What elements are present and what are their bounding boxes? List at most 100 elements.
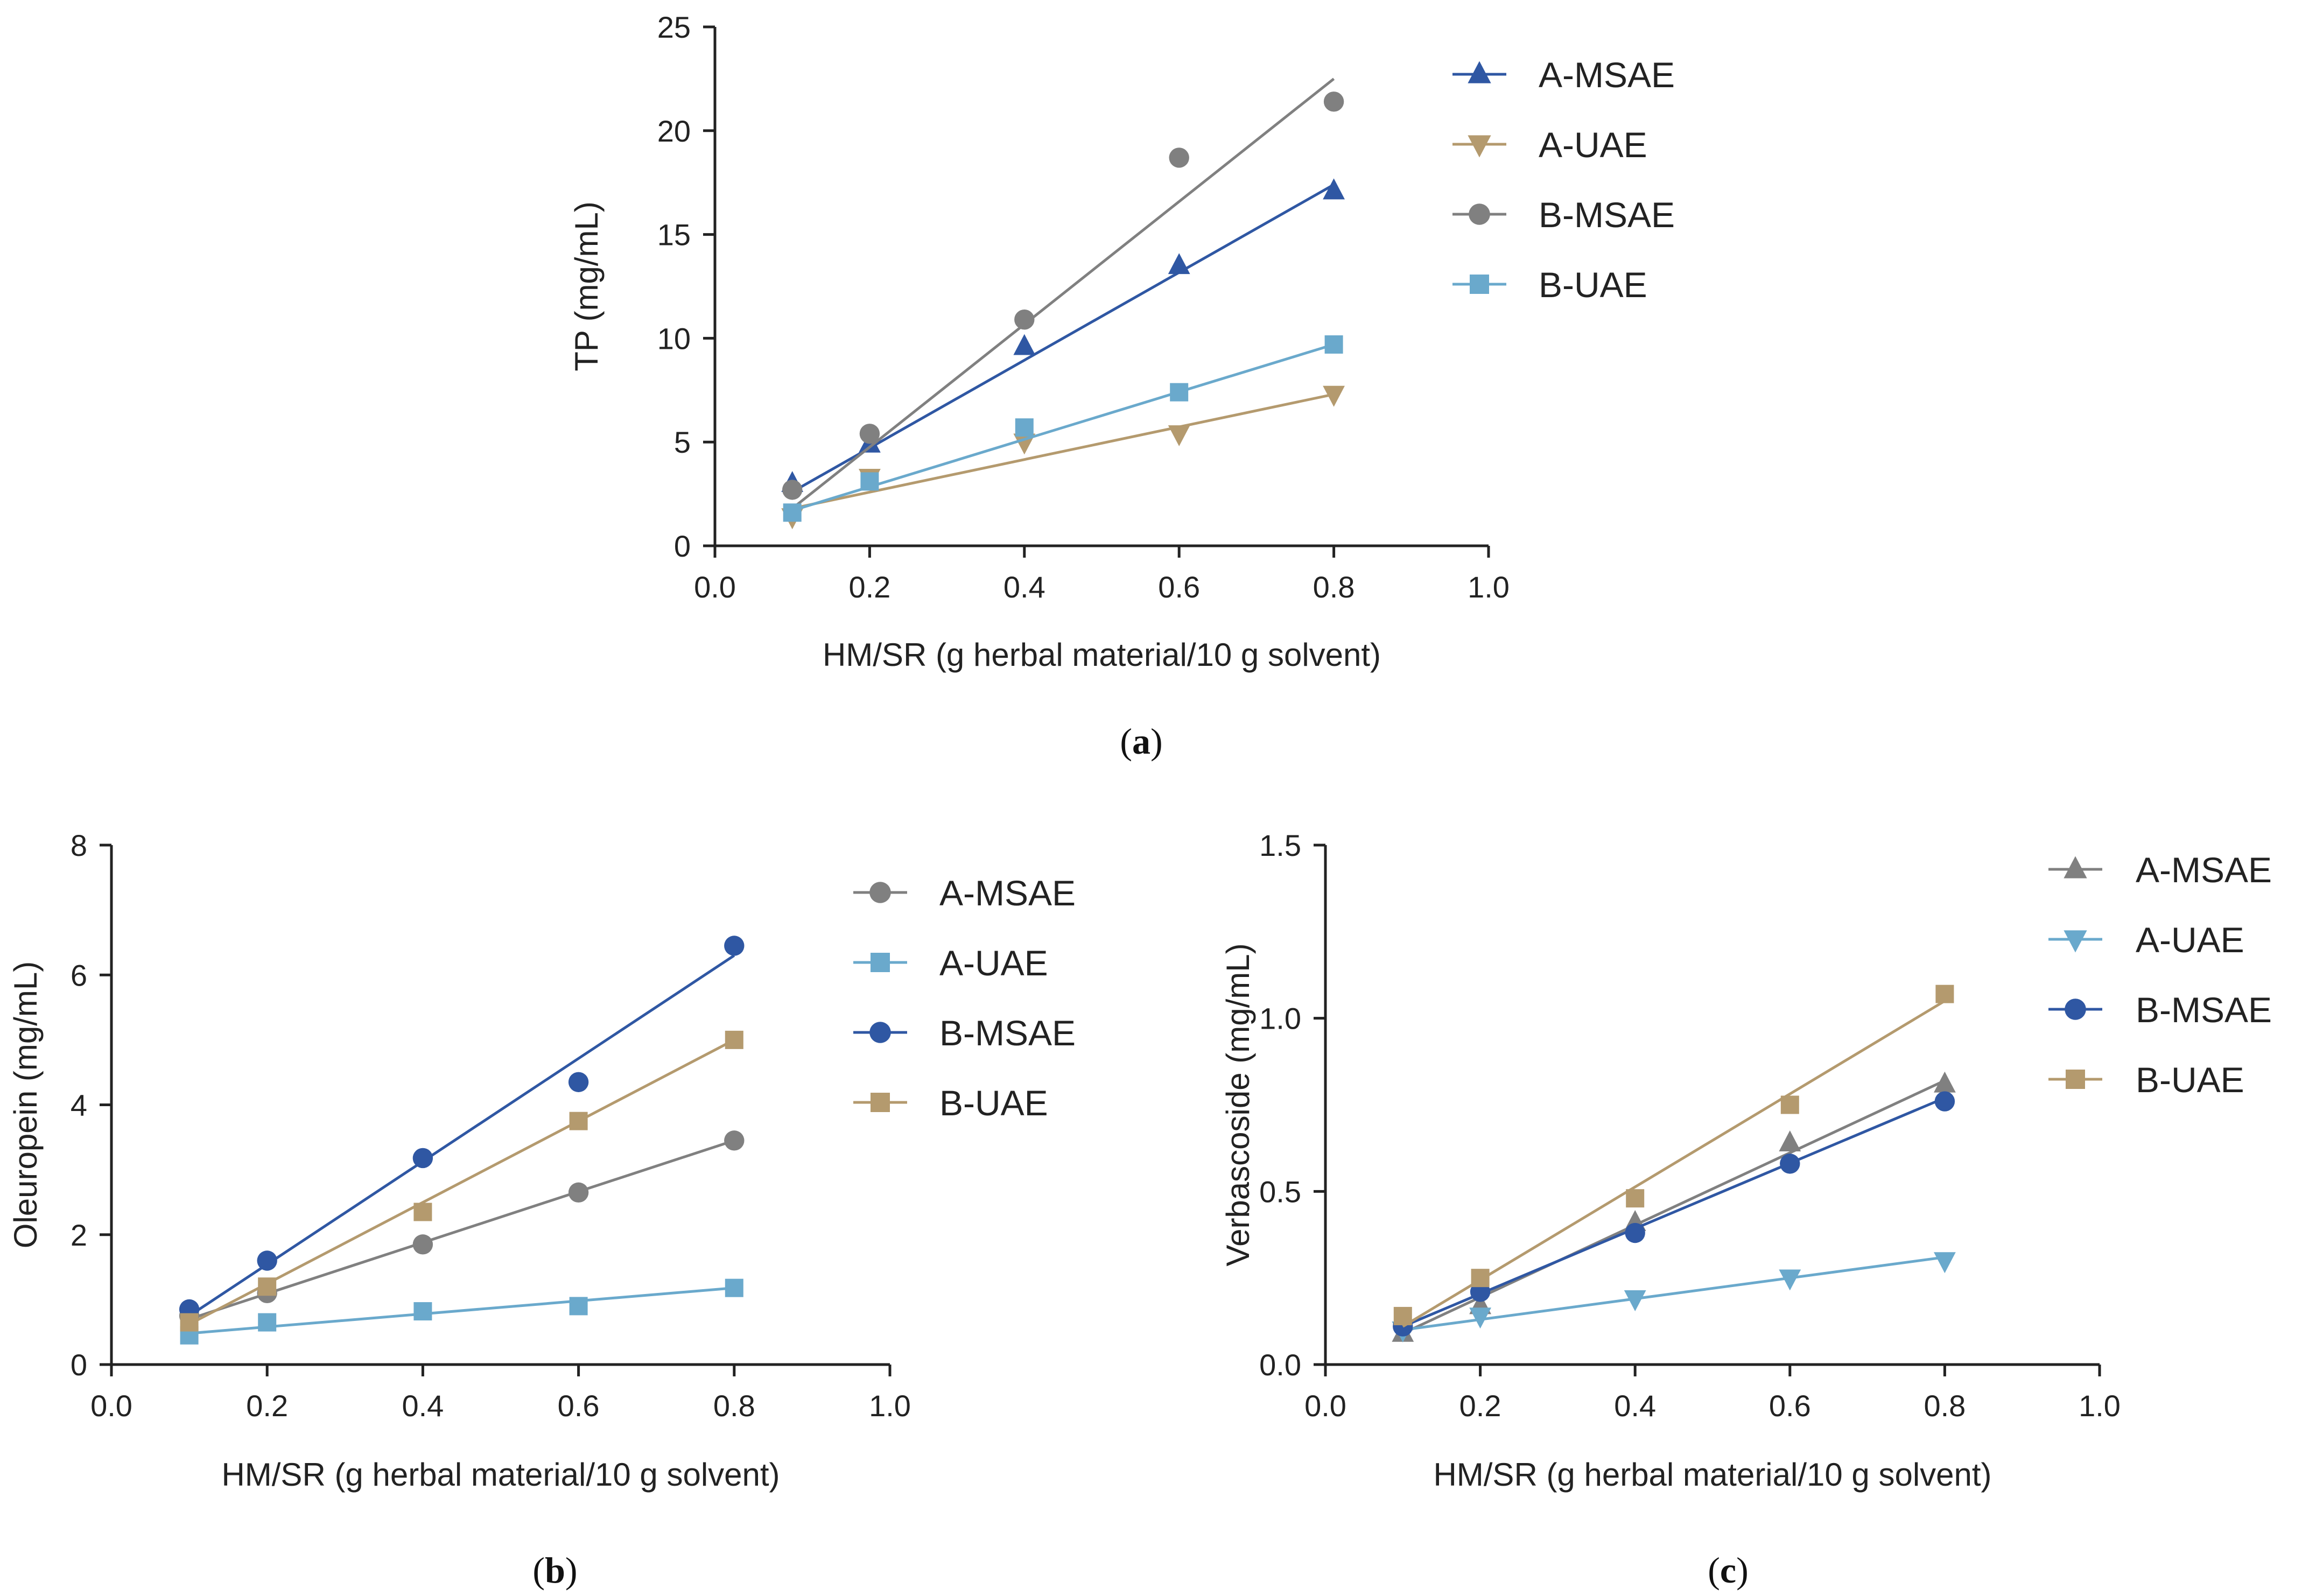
data-point [180,1313,199,1332]
panel-label-close: ) [1150,721,1163,762]
x-tick-label: 0.2 [1459,1389,1501,1423]
legend-item: B-MSAE [1452,195,1675,235]
panel-label: (c) [1708,1550,1749,1591]
data-point [724,1130,745,1151]
data-point [569,1297,588,1316]
data-point [412,1148,433,1169]
legend-item: A-UAE [853,943,1048,983]
data-point [859,424,880,444]
data-point [1780,1154,1800,1174]
legend-item: B-MSAE [853,1013,1076,1053]
series-a-msae [179,1130,745,1326]
data-point [1393,1306,1412,1325]
fit-line [188,1038,735,1326]
legend-marker [871,953,890,972]
y-tick-label: 25 [657,10,691,44]
legend-marker [2064,856,2087,878]
chart-panel-b: 0.0 0.2 0.4 0.6 0.8 1.0 0 2 4 6 8 HM/SR (g herbal m… [8,828,1076,1591]
data-point [1625,1222,1645,1243]
data-point [1624,1290,1646,1311]
fit-line [1402,1000,1946,1328]
panel-label-open: ( [1708,1550,1720,1591]
legend-label: B-MSAE [1539,195,1675,235]
x-tick-label: 0.2 [848,570,890,604]
data-point [1469,1307,1491,1329]
x-axis-title: HM/SR (g herbal material/10 g solvent) [221,1457,780,1493]
panel-label-letter: b [545,1550,565,1591]
data-point [1323,92,1344,112]
x-tick-label: 0.6 [1769,1389,1811,1423]
data-point [568,1072,589,1092]
legend-marker [871,1093,890,1112]
y-tick-label: 4 [71,1088,87,1122]
data-point [782,480,803,500]
legend-item: B-UAE [2048,1060,2244,1100]
y-axis-title: TP (mg/mL) [569,201,605,371]
x-tick-label: 0.6 [1158,570,1200,604]
data-point [725,1278,743,1297]
legend-label: A-MSAE [2136,850,2272,890]
series-b-msae [1393,1091,1955,1337]
y-tick-label: 10 [657,321,691,355]
series-b-uae [783,335,1343,522]
chart-panel-a: 0.0 0.2 0.4 0.6 0.8 1.0 0 5 10 15 20 25 HM/SR (g her… [569,10,1675,762]
legend-item: A-UAE [1452,125,1647,165]
y-axis-title: Oleuropein (mg/mL) [8,961,44,1249]
x-tick-label: 0.8 [1313,570,1355,604]
y-tick-label: 8 [71,828,87,862]
x-tick-label: 1.0 [1468,570,1510,604]
data-point [1780,1095,1799,1114]
panel-label-close: ) [1736,1550,1749,1591]
fit-line [1402,1096,1946,1328]
legend-item: B-MSAE [2048,990,2272,1030]
data-point [860,472,879,491]
y-tick-label: 0 [71,1348,87,1382]
x-tick-label: 0.0 [1304,1389,1346,1423]
data-point [1323,178,1345,200]
fit-line [791,78,1335,510]
legend-label: B-UAE [939,1083,1048,1123]
legend-label: B-MSAE [939,1013,1076,1053]
legend-label: A-UAE [939,943,1048,983]
x-axis-title: HM/SR (g herbal material/10 g solvent) [823,637,1381,673]
data-point [1324,335,1343,354]
fit-line [188,1139,735,1320]
legend-item: A-MSAE [2048,850,2272,890]
series-a-msae [781,178,1345,493]
x-tick-label: 0.6 [558,1389,600,1423]
data-point [258,1313,277,1332]
fit-line [1402,1079,1946,1335]
y-tick-label: 0.5 [1259,1175,1301,1208]
x-tick-label: 0.8 [1924,1389,1966,1423]
legend-item: A-UAE [2048,920,2244,960]
x-tick-label: 0.0 [90,1389,132,1423]
panel-label-close: ) [565,1550,578,1591]
fit-line [189,1286,735,1335]
legend-item: B-UAE [853,1083,1048,1123]
x-tick-label: 0.4 [1003,570,1045,604]
legend-item: A-MSAE [1452,55,1675,95]
panel-label: (b) [532,1550,577,1591]
legend-item: B-UAE [1452,265,1647,305]
legend-label: B-UAE [1539,265,1647,305]
legend-marker [1470,275,1489,294]
legend-label: A-UAE [1539,125,1647,165]
series-b-uae [1393,985,1954,1328]
panel-label-letter: a [1132,721,1150,762]
y-tick-label: 2 [71,1218,87,1252]
legend-label: A-MSAE [1539,55,1675,95]
data-point [725,1030,743,1049]
panel-label-open: ( [532,1550,545,1591]
data-point [1935,985,1954,1003]
data-point [1323,385,1345,407]
legend-label: B-MSAE [2136,990,2272,1030]
series-a-uae [180,1278,743,1345]
data-point [1471,1269,1490,1288]
data-point [1169,147,1189,168]
series-b-uae [180,1030,743,1332]
chart-panel-c: 0.0 0.2 0.4 0.6 0.8 1.0 0.0 0.5 1.0 1.5 HM/SR (g h… [1220,828,2272,1591]
x-tick-label: 0.0 [694,570,736,604]
y-tick-label: 6 [71,958,87,992]
fit-line [791,183,1335,493]
data-point [1934,1252,1956,1274]
